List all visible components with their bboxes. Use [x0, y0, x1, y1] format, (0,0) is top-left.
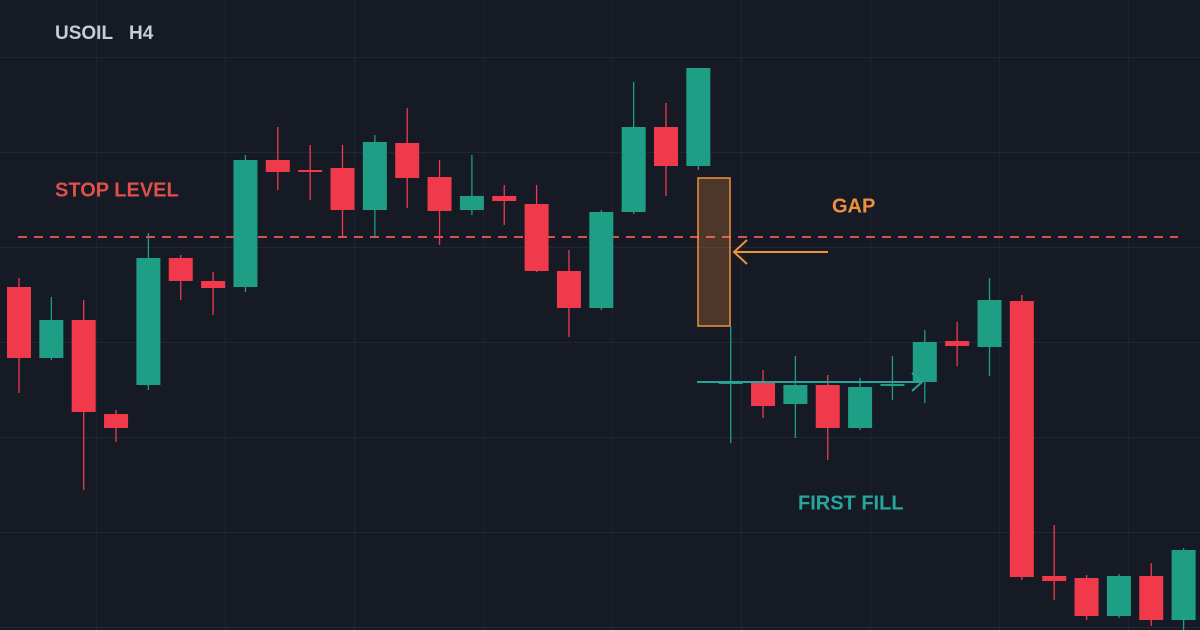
candle-body	[168, 258, 193, 281]
candle-body	[783, 385, 808, 404]
candle-body	[621, 127, 646, 212]
gap-box	[697, 177, 731, 327]
fill-arrowhead	[911, 372, 924, 392]
first-fill-label: FIRST FILL	[798, 492, 904, 514]
candle-body	[362, 142, 387, 210]
candle-body	[751, 381, 776, 406]
gap-arrow	[732, 239, 828, 265]
candle-body	[233, 160, 258, 287]
candle-body	[848, 387, 873, 428]
candle-body	[1171, 550, 1196, 620]
timeframe: H4	[129, 23, 154, 44]
candle-body	[1009, 301, 1034, 577]
candle-body	[39, 320, 64, 358]
candle-body	[654, 127, 678, 166]
candle-body	[265, 160, 290, 172]
candle-body	[201, 281, 226, 288]
candle-body	[71, 320, 96, 412]
candle-body	[880, 384, 905, 386]
candle-body	[815, 385, 840, 428]
candle-body	[556, 271, 581, 308]
candle-body	[492, 196, 517, 201]
candle-body	[7, 287, 31, 358]
candle-body	[977, 300, 1002, 347]
candle-body	[524, 204, 549, 271]
stop-level-label: STOP LEVEL	[55, 179, 179, 201]
candle-body	[912, 342, 937, 382]
gap-label: GAP	[832, 195, 875, 217]
candle-body	[1139, 576, 1164, 620]
candle-body	[1042, 576, 1067, 581]
candle-body	[330, 168, 355, 210]
candle-body	[945, 341, 970, 346]
candle-body	[459, 196, 484, 210]
candle-body	[427, 177, 452, 211]
symbol: USOIL	[55, 23, 113, 44]
candle-body	[298, 170, 323, 172]
candle-body	[395, 143, 420, 178]
candle-body	[1074, 578, 1099, 616]
candle-body	[136, 258, 161, 385]
candle-body	[589, 212, 614, 308]
plot	[7, 68, 1196, 630]
candle-body	[1106, 576, 1131, 616]
candle-body	[686, 68, 711, 166]
candle-body	[104, 414, 129, 428]
